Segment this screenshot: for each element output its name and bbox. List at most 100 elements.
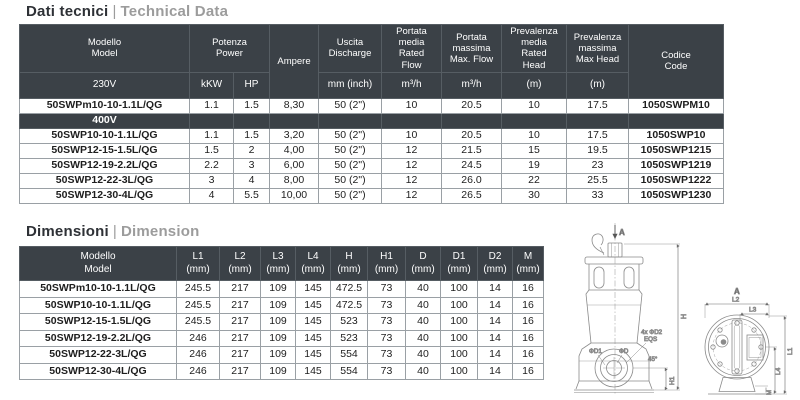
cell-discharge: 50 (2") [318,142,382,159]
cell-rated-flow: 12 [381,172,442,189]
col-header-l1: L1 (mm) [176,246,220,281]
cell-discharge: 50 (2") [318,187,382,204]
cell-d: 40 [405,329,441,347]
col-header-power: Potenza Power [189,24,270,73]
cell-discharge: 50 (2") [318,157,382,174]
subheader-voltage-230: 230V [19,71,190,99]
tech-table-row: 50SWP12-30-4L/QG 4 5.5 10,00 50 (2") 12 … [19,187,724,204]
cell-rated-head: 22 [501,172,567,189]
cell-kkw: 4 [189,187,234,204]
cell-rated-head [501,112,567,129]
subheader-head-unit-rated: (m) [501,71,567,99]
cell-l3: 109 [260,329,296,347]
cell-model: 50SWPm10-10-1.1L/QG [19,280,177,298]
tech-table-row: 400V [19,112,724,129]
cell-l3: 109 [260,313,296,331]
col-header-d: D (mm) [405,246,441,281]
cell-l2: 217 [219,329,261,347]
col-header-m: M (mm) [512,246,544,281]
col-header-l3: L3 (mm) [260,246,296,281]
cell-l2: 217 [219,346,261,364]
cell-d1: 100 [440,362,478,380]
col-header-d1: D1 (mm) [440,246,478,281]
cell-rated-head: 15 [501,142,567,159]
cell-model: 50SWP10-10-1.1L/QG [19,127,190,144]
cell-l2: 217 [219,362,261,380]
col-header-l2: L2 (mm) [219,246,261,281]
cell-d1: 100 [440,296,478,314]
cell-max-flow: 26.0 [441,172,502,189]
cell-rated-flow: 10 [381,127,442,144]
cell-max-head: 23 [566,157,629,174]
dim-table-row: 50SWP10-10-1.1L/QG 245.5 217 109 145 472… [19,296,544,314]
cell-max-head: 25.5 [566,172,629,189]
cell-code: 1050SWP10 [628,127,724,144]
cell-l4: 145 [295,346,331,364]
cell-rated-flow: 12 [381,187,442,204]
cell-code: 1050SWP1219 [628,157,724,174]
cell-hp: 1.5 [233,97,270,114]
cell-rated-head: 30 [501,187,567,204]
cell-d1: 100 [440,280,478,298]
dim-l2-label: L2 [732,297,740,304]
dim-header-row: Modello Model L1 (mm) L2 (mm) L3 (mm) L4… [19,246,544,281]
cell-code: 1050SWP1215 [628,142,724,159]
cell-discharge: 50 (2") [318,127,382,144]
cell-l4: 145 [295,362,331,380]
cell-discharge: 50 (2") [318,97,382,114]
cell-h1: 73 [367,296,406,314]
cell-l3: 109 [260,280,296,298]
dim-d-label: ΦD [619,348,629,355]
cell-max-head: 33 [566,187,629,204]
cell-rated-head: 10 [501,127,567,144]
cell-l4: 145 [295,313,331,331]
cell-discharge: 50 (2") [318,172,382,189]
view-a-label: A [734,287,740,296]
cell-h1: 73 [367,362,406,380]
dim-table-row: 50SWP12-30-4L/QG 246 217 109 145 554 73 … [19,362,544,380]
cell-max-flow: 20.5 [441,127,502,144]
cell-h: 554 [330,362,368,380]
cell-ampere: 8,00 [269,172,319,189]
cell-rated-flow: 12 [381,157,442,174]
cell-d: 40 [405,362,441,380]
cell-kkw: 1.1 [189,127,234,144]
cell-h: 472.5 [330,296,368,314]
cell-d1: 100 [440,313,478,331]
dim-table-row: 50SWP12-15-1.5L/QG 245.5 217 109 145 523… [19,313,544,331]
cell-rated-head: 19 [501,157,567,174]
cell-rated-head: 10 [501,97,567,114]
cell-model: 50SWP12-19-2.2L/QG [19,329,177,347]
cell-code: 1050SWP1230 [628,187,724,204]
cell-l1: 246 [176,362,220,380]
col-header-rated-flow: Portata media Rated Flow [381,24,442,73]
cell-hp: 4 [233,172,270,189]
cell-m: 16 [512,280,544,298]
cell-discharge [318,112,382,129]
col-header-l4: L4 (mm) [295,246,331,281]
cell-h1: 73 [367,329,406,347]
cell-ampere: 8,30 [269,97,319,114]
dim-table-row: 50SWP12-22-3L/QG 246 217 109 145 554 73 … [19,346,544,364]
col-header-h: H (mm) [330,246,368,281]
cell-rated-flow [381,112,442,129]
col-header-d2: D2 (mm) [477,246,513,281]
col-header-code: Codice Code [628,24,724,99]
section-a-label: A [619,228,625,237]
cell-max-flow: 24.5 [441,157,502,174]
cell-l1: 246 [176,346,220,364]
title-separator: | [112,3,117,20]
pump-technical-drawing-icon: A H H1 Φ [574,223,794,395]
cell-max-flow: 21.5 [441,142,502,159]
dim-h-label: H [681,314,688,319]
cell-kkw: 2.2 [189,157,234,174]
cell-h: 472.5 [330,280,368,298]
col-header-h1: H1 (mm) [367,246,406,281]
tech-table-body: 50SWPm10-10-1.1L/QG 1.1 1.5 8,30 50 (2")… [19,97,724,204]
cell-h1: 73 [367,280,406,298]
cell-max-head: 17.5 [566,97,629,114]
pump-side-view: A H H1 Φ [574,223,688,395]
cell-model: 50SWP10-10-1.1L/QG [19,296,177,314]
col-header-max-head: Prevalenza massima Max Head [566,24,629,73]
subheader-kkw: kKW [189,71,234,99]
